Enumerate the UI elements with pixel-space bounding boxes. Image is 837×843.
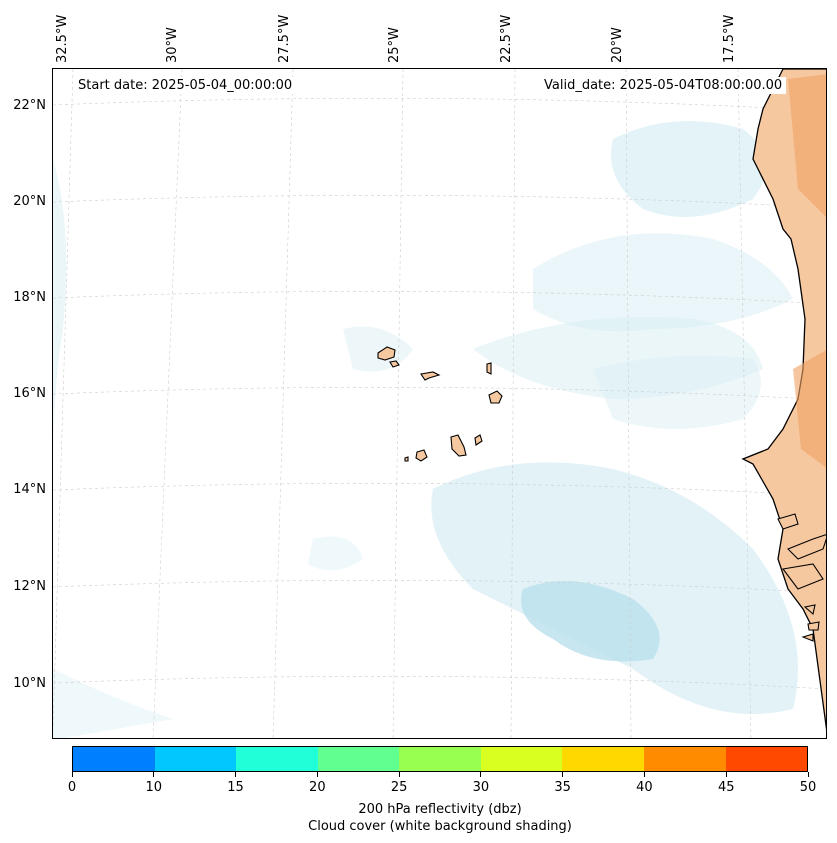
meridian-17-5w bbox=[737, 69, 752, 738]
cloud-band-mid bbox=[473, 317, 763, 399]
cape-verde-islands bbox=[377, 346, 503, 462]
parallel-22n bbox=[53, 97, 826, 112]
colorbar-tick-mark bbox=[153, 772, 155, 777]
lon-label-32-5w: 32.5°W bbox=[55, 14, 70, 63]
guinea-coast-islands bbox=[777, 513, 826, 642]
colorbar-tick-label: 30 bbox=[472, 780, 490, 795]
colorbar-tick-mark bbox=[398, 772, 400, 777]
colorbar-sublabel: Cloud cover (white background shading) bbox=[308, 819, 572, 834]
lat-label-10n: 10°N bbox=[13, 676, 46, 691]
lon-label-22-5w: 22.5°W bbox=[499, 14, 514, 63]
island-boa-vista bbox=[488, 390, 503, 404]
meridian-22-5w bbox=[510, 69, 516, 738]
colorbar-label: 200 hPa reflectivity (dbz) bbox=[358, 802, 522, 817]
lat-label-18n: 18°N bbox=[13, 290, 46, 305]
map-panel bbox=[52, 68, 827, 739]
cloud-patch-north bbox=[611, 121, 766, 217]
colorbar-segment-4 bbox=[399, 747, 481, 771]
colorbar-segment-5 bbox=[480, 747, 563, 771]
bijagos-1 bbox=[803, 604, 816, 616]
cloud-band-upper bbox=[533, 233, 793, 332]
coast-detail-2 bbox=[787, 534, 826, 560]
cloud-mass-south bbox=[431, 462, 798, 714]
island-santiago bbox=[450, 434, 467, 457]
cloud-core-south bbox=[521, 581, 660, 662]
colorbar-tick-mark bbox=[562, 772, 564, 777]
lat-label-12n: 12°N bbox=[13, 579, 46, 594]
colorbar-tick-label: 0 bbox=[67, 780, 77, 795]
colorbar-segment-6 bbox=[562, 747, 644, 771]
cloud-patch-southwest bbox=[53, 669, 173, 738]
africa-inland-shading bbox=[788, 74, 826, 468]
island-santo-antao bbox=[377, 346, 396, 361]
valid-date-label: Valid_date: 2025-05-04T08:00:00.00 bbox=[540, 77, 787, 94]
colorbar-tick-label: 25 bbox=[390, 780, 408, 795]
start-date-label: Start date: 2025-05-04_00:00:00 bbox=[74, 77, 297, 94]
meridian-25w bbox=[392, 69, 404, 738]
lon-label-27-5w: 27.5°W bbox=[277, 14, 292, 63]
africa-landmass bbox=[741, 69, 826, 731]
colorbar-segment-1 bbox=[154, 747, 237, 771]
island-fogo bbox=[415, 449, 428, 462]
lat-label-16n: 16°N bbox=[13, 386, 46, 401]
island-brava bbox=[404, 456, 409, 462]
meridian-30w bbox=[152, 69, 183, 738]
island-sao-nicolau bbox=[420, 371, 441, 381]
coast-detail-1 bbox=[777, 513, 799, 530]
island-maio bbox=[474, 434, 483, 446]
colorbar-tick-label: 40 bbox=[636, 780, 653, 795]
colorbar-tick-label: 45 bbox=[717, 780, 735, 795]
colorbar-tick-mark bbox=[480, 772, 482, 777]
africa-coast bbox=[741, 69, 826, 731]
colorbar-segment-3 bbox=[317, 747, 400, 771]
cloud-patch-center bbox=[343, 326, 413, 372]
inland-orange-south bbox=[793, 350, 826, 468]
colorbar-segment-8 bbox=[725, 747, 808, 771]
colorbar-segment-7 bbox=[643, 747, 726, 771]
lat-label-20n: 20°N bbox=[13, 194, 46, 209]
colorbar-tick-mark bbox=[71, 772, 73, 777]
cloud-patch-west bbox=[308, 536, 363, 571]
meridian-20w bbox=[625, 69, 632, 738]
meridian-27-5w bbox=[272, 69, 294, 738]
lon-label-17-5w: 17.5°W bbox=[722, 14, 737, 63]
lon-label-30w: 30°W bbox=[165, 27, 180, 63]
inland-orange-north bbox=[788, 74, 826, 217]
colorbar-tick-mark bbox=[235, 772, 237, 777]
graticule bbox=[53, 69, 826, 738]
bijagos-3 bbox=[801, 633, 814, 642]
colorbar-segment-2 bbox=[236, 747, 318, 771]
colorbar-tick-mark bbox=[725, 772, 727, 777]
island-sao-vicente bbox=[389, 360, 400, 368]
colorbar-tick-label: 50 bbox=[799, 780, 817, 795]
colorbar-tick-mark bbox=[316, 772, 318, 777]
colorbar-tick-label: 20 bbox=[309, 780, 326, 795]
cloud-band-right bbox=[593, 355, 761, 429]
colorbar-tick-label: 15 bbox=[227, 780, 244, 795]
coast-detail-3 bbox=[782, 563, 824, 590]
lat-label-14n: 14°N bbox=[13, 482, 46, 497]
lat-label-22n: 22°N bbox=[13, 98, 46, 113]
colorbar-tick-mark bbox=[643, 772, 645, 777]
lon-label-25w: 25°W bbox=[387, 27, 402, 63]
lon-label-20w: 20°W bbox=[610, 27, 625, 63]
island-sal bbox=[486, 362, 492, 375]
colorbar bbox=[72, 746, 808, 772]
cloud-cover-layer bbox=[53, 121, 798, 738]
cloud-patch-left bbox=[53, 159, 67, 469]
colorbar-tick-mark bbox=[807, 772, 809, 777]
meridian-32-5w bbox=[53, 69, 74, 730]
map-canvas bbox=[53, 69, 826, 738]
bijagos-2 bbox=[807, 621, 820, 631]
colorbar-tick-label: 35 bbox=[554, 780, 571, 795]
colorbar-segment-0 bbox=[73, 747, 155, 771]
colorbar-tick-label: 10 bbox=[145, 780, 163, 795]
